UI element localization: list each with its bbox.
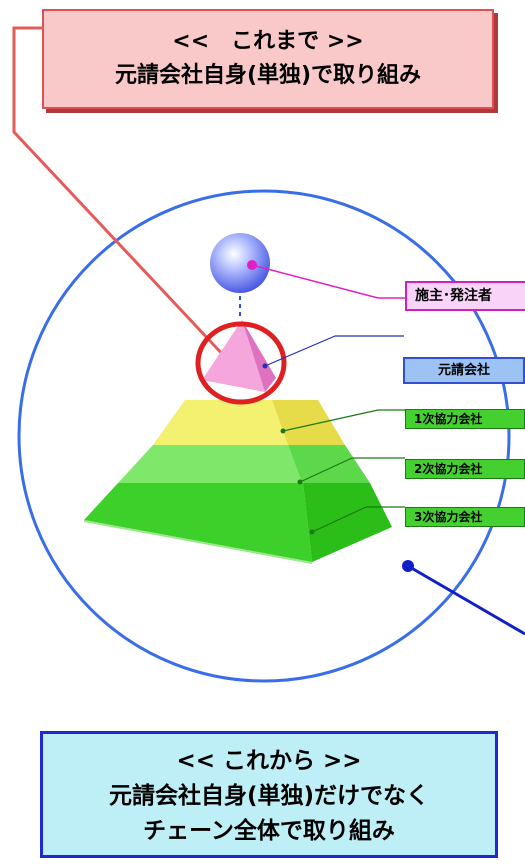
tier1-side-face xyxy=(272,400,345,445)
after-box-title: << これから >> xyxy=(176,748,362,774)
owner-label: 施主･発注者 xyxy=(405,281,525,311)
after-connector-line xyxy=(407,564,525,636)
tier1-leader-dot xyxy=(280,428,286,434)
owner-leader-line xyxy=(251,264,379,299)
tier3-highlight xyxy=(84,520,312,564)
tier1-label: 1次協力会社 xyxy=(405,409,525,429)
tier3-label: 3次協力会社 xyxy=(405,507,525,527)
prime-leader-dot xyxy=(262,363,268,369)
owner-sphere xyxy=(210,233,270,293)
tier2-front-face xyxy=(118,445,302,483)
tier1-front-face xyxy=(153,400,288,445)
after-box: << これから >> 元請会社自身(単独)だけでなく チェーン全体で取り組み xyxy=(40,731,498,858)
tier3-side-face xyxy=(303,483,392,562)
prime-contractor-label: 元請会社 xyxy=(403,357,525,384)
tier2-leader-line xyxy=(299,457,353,483)
before-box: << これまで >> 元請会社自身(単独)で取り組み xyxy=(42,9,494,109)
before-connector-line xyxy=(12,26,228,360)
before-box-text: 元請会社自身(単独)で取り組み xyxy=(114,63,422,88)
tier2-side-face xyxy=(288,445,370,483)
tier3-leader-line xyxy=(311,506,367,533)
prime-leader-line xyxy=(264,335,336,367)
before-box-title: << これまで >> xyxy=(172,29,364,54)
tier2-label: 2次協力会社 xyxy=(405,459,525,479)
pyramid-top-side xyxy=(242,320,276,392)
tier1-leader-line xyxy=(282,409,379,432)
tier3-front-face xyxy=(84,483,312,562)
pyramid-top-front xyxy=(202,320,265,392)
chain-circle xyxy=(17,189,511,683)
after-connector-dot xyxy=(402,560,414,572)
highlight-ring xyxy=(195,321,287,405)
tier3-leader-dot xyxy=(309,529,315,535)
after-box-text-2: チェーン全体で取り組み xyxy=(143,818,395,844)
after-box-text-1: 元請会社自身(単独)だけでなく xyxy=(108,783,430,809)
tier2-leader-dot xyxy=(297,479,303,485)
